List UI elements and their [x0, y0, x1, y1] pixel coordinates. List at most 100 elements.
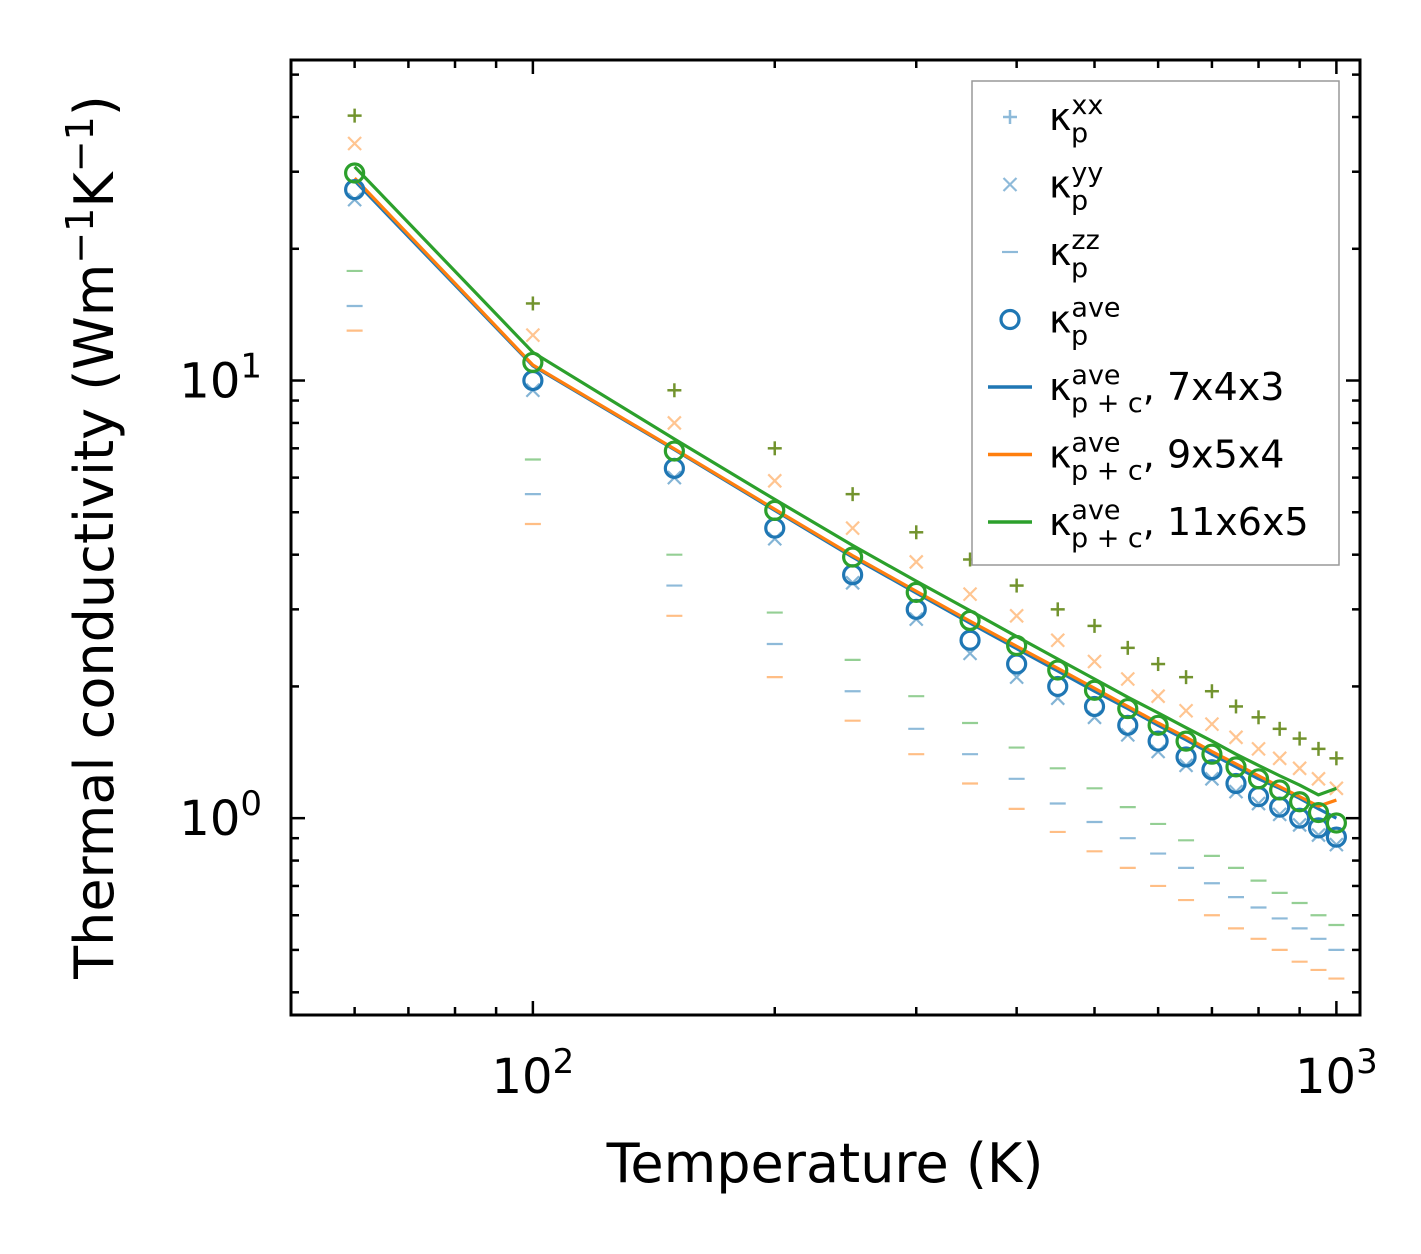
point-kyy_orange	[767, 473, 783, 489]
legend-marker	[1002, 177, 1018, 192]
point-kyy_blue	[1311, 827, 1326, 843]
point-kave_green	[1307, 801, 1330, 824]
legend-marker	[1003, 110, 1017, 124]
point-kxx_green	[1251, 710, 1266, 725]
point-kxx_green	[1009, 578, 1024, 593]
line-kappa_p+c_9x5x4	[353, 177, 1337, 808]
point-kxx_green	[1204, 684, 1219, 699]
point-kxx_green	[347, 108, 362, 123]
point-kyy_orange	[1150, 688, 1166, 704]
point-kave_blue	[1289, 807, 1311, 829]
legend-label: κave p	[1049, 293, 1121, 352]
point-kxx_green	[909, 525, 924, 540]
x-tick-label: 102	[492, 1042, 575, 1105]
point-kxx_green	[1229, 699, 1244, 714]
point-kyy_orange	[908, 554, 924, 570]
point-kyy_orange	[525, 327, 541, 343]
point-kave_blue	[1201, 759, 1223, 781]
point-kyy_orange	[1204, 716, 1220, 732]
point-kxx_green	[1292, 731, 1307, 746]
axis-ticks: 102 103 100 101	[179, 60, 1378, 1105]
point-kave_blue	[522, 369, 544, 392]
point-kxx_green	[767, 441, 782, 456]
point-kyy_orange	[1178, 703, 1194, 718]
point-kave_green	[1201, 743, 1223, 765]
point-kave_green	[1269, 779, 1291, 801]
point-kave_green	[1175, 730, 1197, 752]
point-kxx_green	[1272, 721, 1287, 736]
point-kxx_green	[1179, 670, 1194, 685]
point-kave_blue	[1083, 695, 1106, 718]
point-kxx_green	[1087, 618, 1102, 633]
legend-label: κxx p	[1049, 90, 1103, 149]
point-kyy_orange	[1272, 751, 1287, 766]
point-kave_blue	[1175, 746, 1197, 768]
point-kave_blue	[1147, 730, 1169, 752]
point-kave_blue	[1006, 653, 1028, 675]
point-kxx_green	[1329, 751, 1344, 766]
point-kxx_green	[1120, 640, 1135, 655]
point-kyy_orange	[1311, 771, 1326, 787]
x-axis-label: Temperature (K)	[606, 1132, 1044, 1195]
x-tick-label: 103	[1295, 1042, 1378, 1105]
point-kyy_orange	[1050, 632, 1066, 648]
point-kave_green	[1247, 768, 1270, 790]
point-kave_blue	[959, 629, 981, 651]
point-kxx_green	[1050, 602, 1065, 617]
line-kappa_p+c_11x6x5	[353, 165, 1337, 797]
point-kave_green	[522, 351, 544, 374]
point-kave_blue	[1047, 675, 1069, 698]
y-axis-label-group: Thermal conductivity (Wm−1K−1)	[58, 95, 126, 980]
plot-area	[344, 108, 1347, 980]
point-kave_blue	[1325, 826, 1347, 848]
legend-label: κzz p	[1049, 225, 1100, 284]
point-kxx_green	[845, 487, 860, 502]
point-kave_green	[1325, 812, 1347, 834]
point-kave_green	[663, 440, 685, 462]
point-kave_green	[959, 609, 981, 632]
point-kyy_blue	[1292, 817, 1307, 833]
point-kyy_orange	[1228, 730, 1244, 745]
point-kyy_orange	[1087, 654, 1102, 669]
point-kave_green	[1117, 697, 1139, 720]
point-kave_green	[1289, 791, 1311, 813]
point-kxx_green	[1311, 741, 1326, 756]
point-kyy_orange	[845, 520, 860, 536]
legend-marker	[999, 308, 1021, 331]
point-kyy_blue	[1251, 796, 1266, 811]
point-kave_green	[905, 581, 927, 603]
y-axis-label: Thermal conductivity (Wm−1K−1)	[58, 95, 126, 980]
point-kave_green	[1225, 756, 1247, 778]
point-kave_green	[764, 499, 786, 521]
point-kyy_orange	[1120, 671, 1136, 687]
legend-label: κave p + c, 9x5x4	[1049, 428, 1284, 487]
point-kave_blue	[905, 598, 927, 620]
point-kxx_green	[667, 383, 682, 398]
point-kyy_orange	[1009, 608, 1024, 624]
y-tick-label: 100	[179, 784, 262, 847]
point-kave_green	[1006, 634, 1028, 657]
point-kxx_green	[525, 296, 540, 311]
point-kyy_blue	[1272, 807, 1287, 822]
point-kyy_orange	[1292, 761, 1307, 776]
point-kave_green	[1083, 679, 1106, 701]
point-kave_blue	[663, 457, 685, 479]
legend-box	[971, 80, 1340, 566]
y-tick-label: 101	[179, 347, 262, 410]
point-kxx_green	[1151, 657, 1166, 672]
legend: κxx p κyy p κzz p κave p κave p + c, 7x4x3 κave p +…	[971, 80, 1340, 566]
point-kave_green	[344, 162, 366, 184]
point-kyy_orange	[667, 415, 682, 431]
point-kyy_orange	[1251, 741, 1266, 757]
axes-frame	[289, 58, 1362, 1017]
point-kave_green	[842, 546, 864, 568]
legend-label: κyy p	[1049, 158, 1103, 217]
point-kave_blue	[764, 517, 786, 539]
point-kave_green	[1047, 659, 1069, 681]
legend-label: κave p + c, 7x4x3	[1049, 360, 1284, 419]
point-kave_green	[1147, 714, 1169, 736]
point-kyy_orange	[347, 136, 362, 151]
legend-label: κave p + c, 11x6x5	[1049, 495, 1309, 554]
point-kyy_orange	[962, 586, 978, 602]
